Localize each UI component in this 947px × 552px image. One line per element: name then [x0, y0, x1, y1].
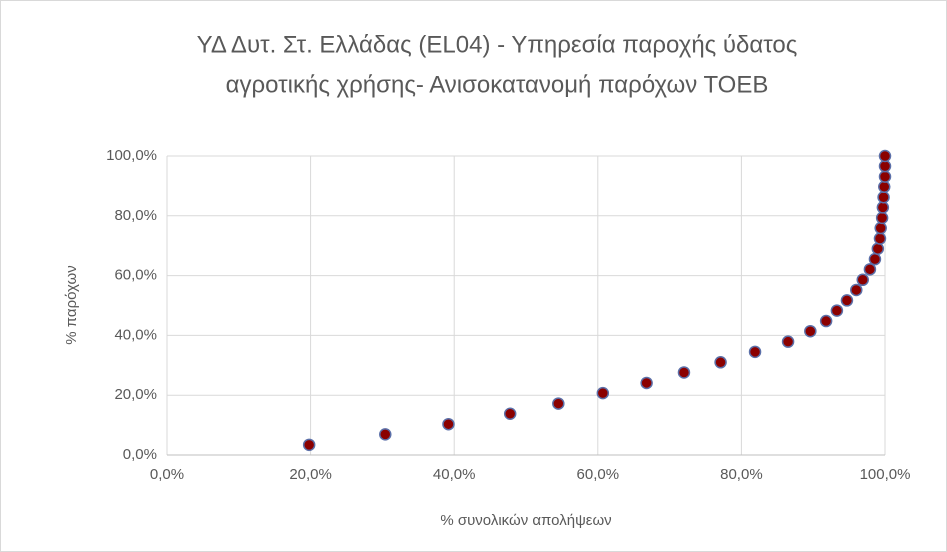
point: [596, 386, 610, 400]
point: [875, 211, 889, 225]
y-tick-label: 60,0%: [114, 267, 157, 284]
y-tick-label: 100,0%: [106, 147, 157, 164]
y-tick-label: 0,0%: [123, 446, 157, 463]
point: [442, 417, 455, 431]
point: [873, 232, 887, 245]
point: [830, 304, 844, 317]
point: [640, 376, 653, 390]
point: [863, 263, 877, 276]
y-tick-label: 20,0%: [114, 386, 157, 403]
point: [677, 366, 691, 379]
x-axis-label: % συνολικών απολήψεων: [440, 512, 611, 529]
point: [714, 356, 727, 369]
x-tick-label: 60,0%: [577, 466, 620, 483]
point: [781, 335, 795, 348]
point: [871, 242, 885, 255]
y-axis-label: % παρόχων: [63, 265, 80, 344]
x-tick-label: 80,0%: [720, 466, 763, 483]
point: [878, 180, 891, 194]
point: [503, 407, 517, 420]
chart-title: αγροτικής χρήσης- Ανισοκατανομή παρόχων …: [226, 71, 769, 98]
point: [379, 428, 392, 441]
x-tick-label: 20,0%: [289, 466, 332, 483]
point: [850, 283, 863, 297]
y-tick-label: 40,0%: [114, 326, 157, 343]
point: [876, 201, 890, 214]
point: [302, 438, 316, 452]
point: [552, 397, 565, 410]
point: [878, 159, 892, 173]
point: [868, 252, 882, 266]
point: [874, 221, 887, 235]
x-tick-label: 100,0%: [860, 466, 911, 483]
point: [840, 294, 854, 307]
x-tick-label: 40,0%: [433, 466, 476, 483]
x-tick-label: 0,0%: [150, 466, 184, 483]
point: [819, 314, 833, 328]
point: [748, 345, 762, 359]
point: [878, 170, 892, 183]
point: [804, 324, 817, 338]
y-tick-label: 80,0%: [114, 207, 157, 224]
point: [856, 273, 869, 287]
chart-title: ΥΔ Δυτ. Στ. Ελλάδας (EL04) - Υπηρεσία πα…: [197, 31, 798, 58]
point: [877, 191, 890, 204]
point: [878, 149, 892, 163]
